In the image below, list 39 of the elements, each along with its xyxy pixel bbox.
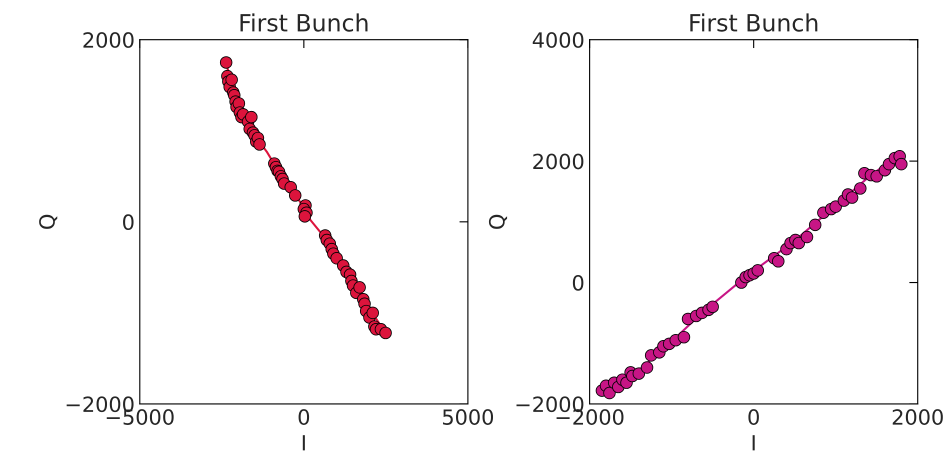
point <box>253 138 266 151</box>
point <box>752 264 764 277</box>
point <box>288 189 302 202</box>
point <box>225 74 238 86</box>
point <box>298 210 312 223</box>
chart-title: First Bunch <box>240 13 368 32</box>
point <box>808 218 822 232</box>
point <box>678 330 690 344</box>
point <box>220 56 232 69</box>
y-tick-label: 0 <box>123 214 134 230</box>
point <box>870 170 883 183</box>
point <box>366 306 379 320</box>
x-tick-label: 5000 <box>442 409 494 425</box>
x-axis-title: I <box>752 435 755 450</box>
y-axis-title: Q <box>488 214 508 229</box>
point <box>706 300 719 314</box>
point <box>846 191 858 204</box>
point <box>772 255 785 268</box>
point <box>353 281 366 294</box>
point <box>800 230 814 244</box>
point <box>829 200 842 213</box>
point <box>792 236 806 250</box>
point <box>632 367 646 380</box>
point <box>854 182 867 195</box>
y-tick-label: 0 <box>572 274 584 291</box>
point <box>640 361 654 374</box>
y-tick-label: 4000 <box>532 32 584 48</box>
point <box>379 326 392 340</box>
x-tick-label: 2000 <box>892 409 943 425</box>
y-tick-label: 2000 <box>83 32 134 48</box>
x-tick-label: 0 <box>298 409 310 425</box>
chart-title: First Bunch <box>690 13 818 32</box>
point <box>895 158 908 170</box>
y-axis-title: Q <box>39 214 58 229</box>
point <box>603 386 616 400</box>
y-tick-label: 2000 <box>533 154 584 170</box>
point <box>245 110 258 124</box>
x-axis-title: I <box>302 435 305 450</box>
x-tick-label: 0 <box>748 409 759 425</box>
